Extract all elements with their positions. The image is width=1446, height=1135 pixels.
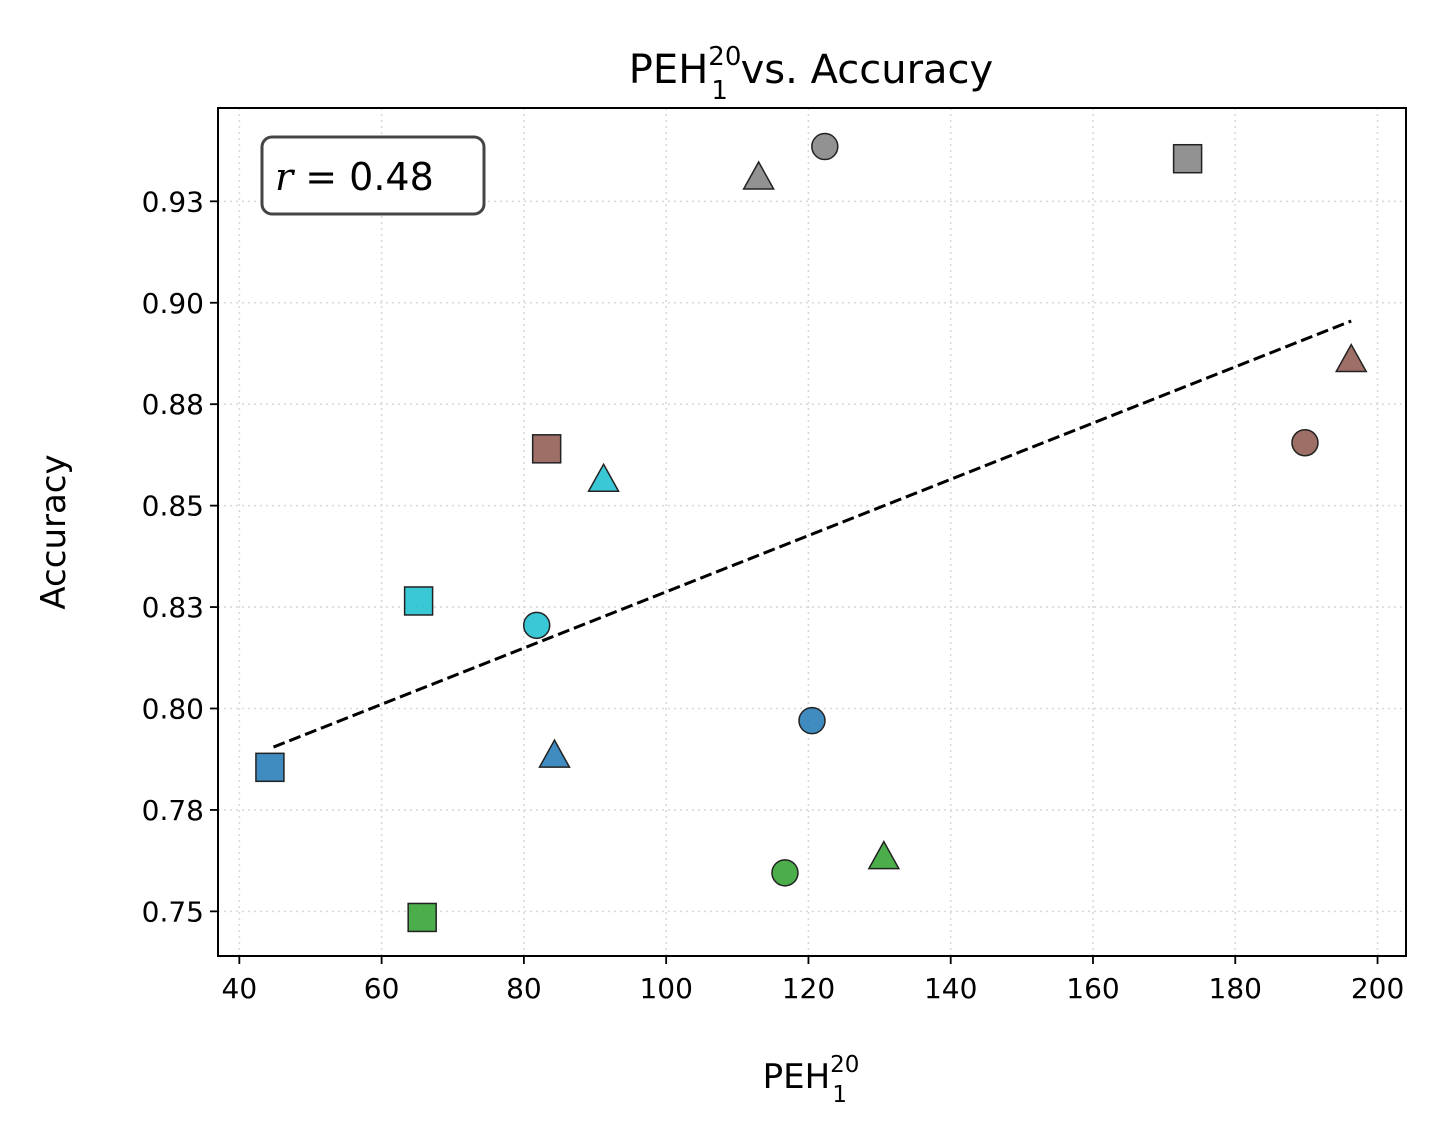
annotation-rhs: = 0.48 (293, 155, 434, 199)
x-tick-label: 60 (364, 972, 400, 1005)
xlabel-sub: 1 (832, 1082, 847, 1108)
y-axis-label: Accuracy (34, 454, 74, 609)
axis-ticks: 40 60 80 100 120 140 160 180 200 0.75 0.78 0.80 0.83… (142, 185, 1405, 1005)
x-tick-label: 40 (222, 972, 258, 1005)
data-point-triangle (867, 840, 901, 870)
y-tick-label: 0.93 (142, 185, 204, 218)
y-tick-label: 0.80 (142, 692, 204, 725)
data-point-circle (811, 132, 839, 161)
y-tick-label: 0.75 (142, 895, 204, 928)
data-point-square (255, 752, 285, 783)
y-tick-label: 0.90 (142, 287, 204, 320)
title-sup: 20 (708, 42, 741, 72)
x-tick-label: 180 (1209, 972, 1262, 1005)
data-point-triangle (587, 462, 620, 493)
plot-frame (217, 107, 1407, 957)
data-points (255, 132, 1368, 933)
data-point-square (407, 902, 437, 933)
data-point-square (403, 586, 434, 616)
xlabel-sup: 20 (830, 1052, 859, 1078)
title-rest: vs. Accuracy (728, 47, 993, 93)
title-sub: 1 (711, 76, 728, 106)
data-point-circle (798, 706, 826, 735)
annotation-box (260, 135, 486, 216)
data-point-triangle (538, 738, 571, 768)
data-point-circle (1291, 428, 1319, 457)
x-tick-label: 140 (924, 972, 977, 1005)
x-tick-label: 80 (506, 972, 542, 1005)
data-point-circle (771, 859, 799, 887)
x-tick-label: 160 (1066, 972, 1119, 1005)
data-point-triangle (742, 160, 775, 190)
y-tick-label: 0.85 (142, 490, 204, 523)
chart-title: PEH20 1 vs. Accuracy (629, 42, 993, 106)
data-point-square (1172, 143, 1203, 174)
regression-line (272, 319, 1352, 749)
y-tick-label: 0.78 (142, 794, 204, 827)
x-tick-label: 200 (1351, 972, 1404, 1005)
y-tick-label: 0.83 (142, 591, 204, 624)
data-point-triangle (1334, 343, 1368, 373)
title-base: PEH (629, 47, 708, 93)
grid (218, 108, 1406, 956)
y-tick-label: 0.88 (142, 388, 204, 421)
x-axis-label: PEH20 1 (763, 1052, 860, 1108)
correlation-annotation: r = 0.48 (260, 135, 486, 216)
x-tick-label: 100 (639, 972, 692, 1005)
data-point-square (531, 434, 562, 464)
annotation-lhs: r (275, 155, 296, 199)
x-tick-label: 120 (782, 972, 835, 1005)
xlabel-base: PEH (763, 1057, 831, 1097)
data-point-circle (522, 611, 551, 640)
fit-line-layer (272, 319, 1352, 749)
annotation-text: r = 0.48 (275, 155, 434, 199)
